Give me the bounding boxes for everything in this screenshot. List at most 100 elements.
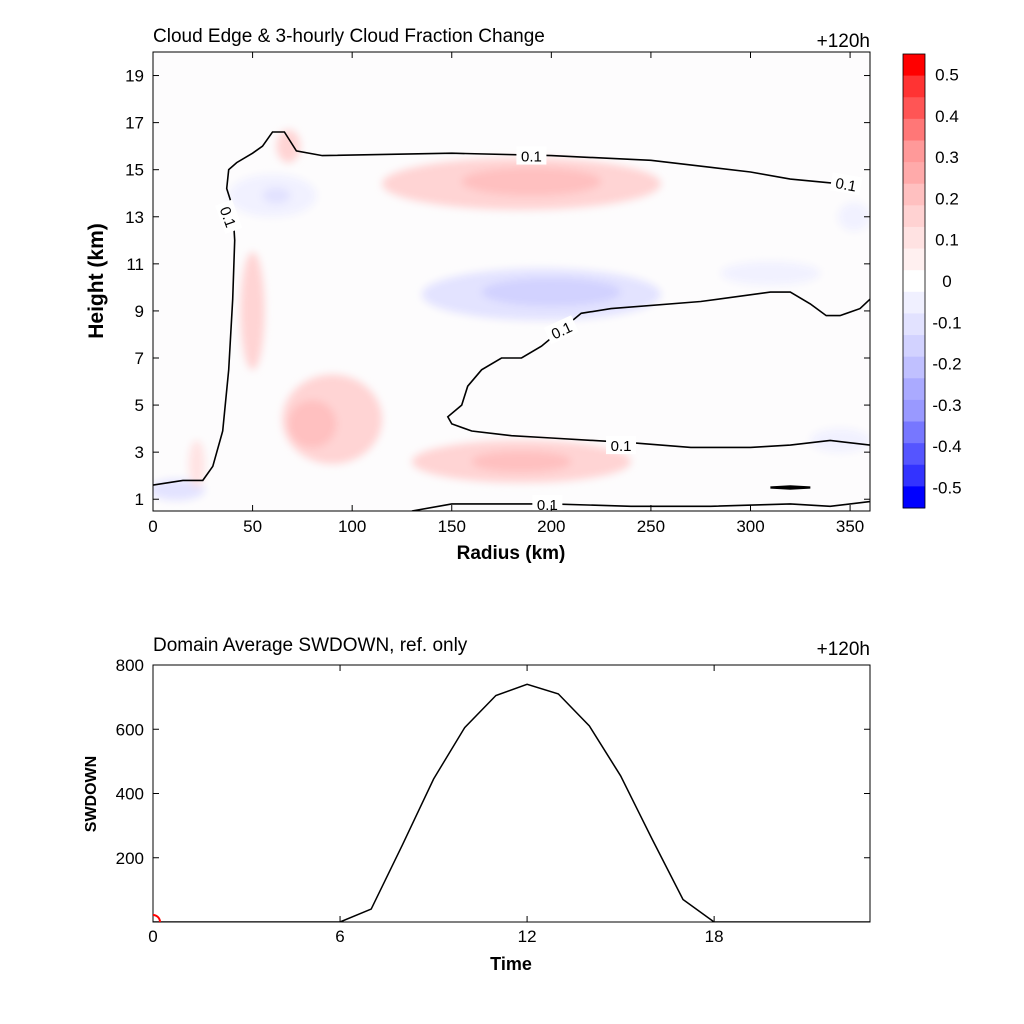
x-tick-label: 0 bbox=[148, 517, 157, 536]
colorbar-label: -0.1 bbox=[932, 313, 961, 332]
colorbar-swatch bbox=[903, 97, 925, 120]
heatmap-region bbox=[288, 400, 337, 448]
colorbar-swatch bbox=[903, 270, 925, 293]
contour-label-bg bbox=[516, 146, 547, 165]
top-x-axis-label: Radius (km) bbox=[457, 543, 566, 564]
contour-label-bg bbox=[829, 172, 863, 196]
contour-label-group: 0.1 bbox=[215, 199, 243, 234]
x-tick-label: 350 bbox=[836, 517, 864, 536]
contour-label-group: 0.1 bbox=[606, 436, 637, 455]
bottom-time-label: +120h bbox=[817, 639, 870, 660]
bottom-chart-title: Domain Average SWDOWN, ref. only bbox=[153, 635, 468, 656]
heatmap-region bbox=[276, 129, 301, 163]
contour-label-group: 0.1 bbox=[516, 146, 547, 166]
colorbar-label: 0 bbox=[942, 272, 951, 291]
y-tick-label: 13 bbox=[125, 208, 144, 227]
contour-line bbox=[153, 131, 841, 486]
y-tick-label: 3 bbox=[135, 443, 144, 462]
swdown-panel: Domain Average SWDOWN, ref. only +120h 0… bbox=[83, 635, 871, 974]
x-tick-label: 100 bbox=[338, 517, 366, 536]
contour-label-bg bbox=[606, 436, 637, 455]
y-tick-label: 200 bbox=[116, 849, 144, 868]
colorbar-swatch bbox=[903, 378, 925, 401]
colorbar-label: -0.4 bbox=[932, 437, 961, 456]
contour-label: 0.1 bbox=[537, 497, 558, 514]
heatmap-field bbox=[153, 129, 870, 501]
x-tick-label: 6 bbox=[335, 927, 344, 946]
bottom-x-ticks: 0 6 12 18 bbox=[148, 665, 724, 946]
x-tick-label: 250 bbox=[637, 517, 665, 536]
contour-label: 0.1 bbox=[216, 205, 239, 230]
colorbar-swatch bbox=[903, 162, 925, 185]
contour-line bbox=[446, 291, 870, 449]
y-tick-label: 17 bbox=[125, 114, 144, 133]
colorbar-swatch bbox=[903, 335, 925, 358]
bottom-y-axis-label: SWDOWN bbox=[83, 756, 100, 832]
contour-label: 0.1 bbox=[834, 175, 857, 195]
colorbar-swatch bbox=[903, 205, 925, 228]
top-chart-title: Cloud Edge & 3-hourly Cloud Fraction Cha… bbox=[153, 26, 545, 47]
colorbar-swatch bbox=[903, 75, 925, 98]
colorbar-swatch bbox=[903, 291, 925, 314]
contour-label: 0.1 bbox=[521, 149, 542, 166]
colorbar-swatch bbox=[903, 399, 925, 423]
colorbar-swatch bbox=[903, 140, 925, 163]
colorbar-label: 0.1 bbox=[935, 231, 959, 250]
swdown-line bbox=[153, 683, 870, 922]
colorbar-label: -0.3 bbox=[932, 396, 961, 415]
x-tick-label: 150 bbox=[438, 517, 466, 536]
colorbar-swatch bbox=[903, 248, 925, 271]
y-tick-label: 15 bbox=[125, 161, 144, 180]
heatmap-region bbox=[481, 277, 622, 307]
contour-label-bg bbox=[543, 315, 579, 345]
heatmap-region bbox=[461, 167, 602, 196]
colorbar-swatch bbox=[903, 443, 925, 466]
y-tick-label: 1 bbox=[135, 490, 144, 509]
x-tick-label: 50 bbox=[243, 517, 262, 536]
heatmap-region bbox=[810, 428, 870, 453]
colorbar-swatch bbox=[903, 464, 925, 487]
contour-label-group: 0.1 bbox=[829, 172, 863, 196]
heatmap-region bbox=[153, 479, 205, 501]
x-tick-label: 18 bbox=[705, 927, 724, 946]
x-tick-label: 300 bbox=[736, 517, 764, 536]
heatmap-region bbox=[838, 202, 870, 231]
y-tick-label: 11 bbox=[126, 255, 144, 274]
contour-line bbox=[411, 500, 870, 511]
colorbar-swatch bbox=[903, 54, 925, 77]
swdown-series bbox=[153, 683, 870, 922]
colorbar-swatch bbox=[903, 313, 925, 336]
top-plot-frame bbox=[152, 51, 871, 512]
colorbar-label: -0.2 bbox=[932, 355, 961, 374]
heatmap-region bbox=[262, 187, 291, 204]
contour-label-group: 0.1 bbox=[532, 494, 563, 514]
y-tick-label: 9 bbox=[135, 302, 144, 321]
contour-label: 0.1 bbox=[611, 438, 632, 455]
colorbar-label: 0.4 bbox=[935, 107, 959, 126]
top-x-ticks: 0 50 100 150 200 250 300 350 bbox=[148, 52, 864, 536]
colorbar-swatch bbox=[903, 421, 925, 444]
colorbar: 0.5 0.4 0.3 0.2 0.1 0 -0.1 -0.2 -0.3 -0.4 -0.5 bbox=[902, 53, 962, 509]
colorbar-swatch bbox=[903, 486, 925, 509]
y-tick-label: 5 bbox=[135, 396, 144, 415]
heatmap-region bbox=[188, 440, 205, 488]
colorbar-swatch bbox=[903, 118, 925, 141]
heatmap-region bbox=[240, 252, 265, 370]
heatmap-region bbox=[720, 261, 821, 286]
bottom-plot-frame bbox=[152, 664, 871, 923]
contour-labels: 0.10.10.10.10.10.1 bbox=[215, 146, 863, 514]
x-tick-label: 200 bbox=[537, 517, 565, 536]
colorbar-label: 0.2 bbox=[935, 189, 959, 208]
colorbar-label: 0.5 bbox=[935, 66, 959, 85]
colorbar-swatch bbox=[903, 183, 925, 206]
y-tick-label: 19 bbox=[125, 67, 144, 86]
colorbar-swatch bbox=[903, 226, 925, 250]
top-time-label: +120h bbox=[817, 31, 870, 52]
bottom-x-axis-label: Time bbox=[490, 954, 532, 974]
y-tick-label: 800 bbox=[116, 656, 144, 675]
cloud-fraction-panel: Cloud Edge & 3-hourly Cloud Fraction Cha… bbox=[85, 26, 871, 564]
contour-line bbox=[770, 485, 811, 490]
colorbar-swatch bbox=[903, 356, 925, 379]
contour-label-bg bbox=[532, 494, 563, 513]
